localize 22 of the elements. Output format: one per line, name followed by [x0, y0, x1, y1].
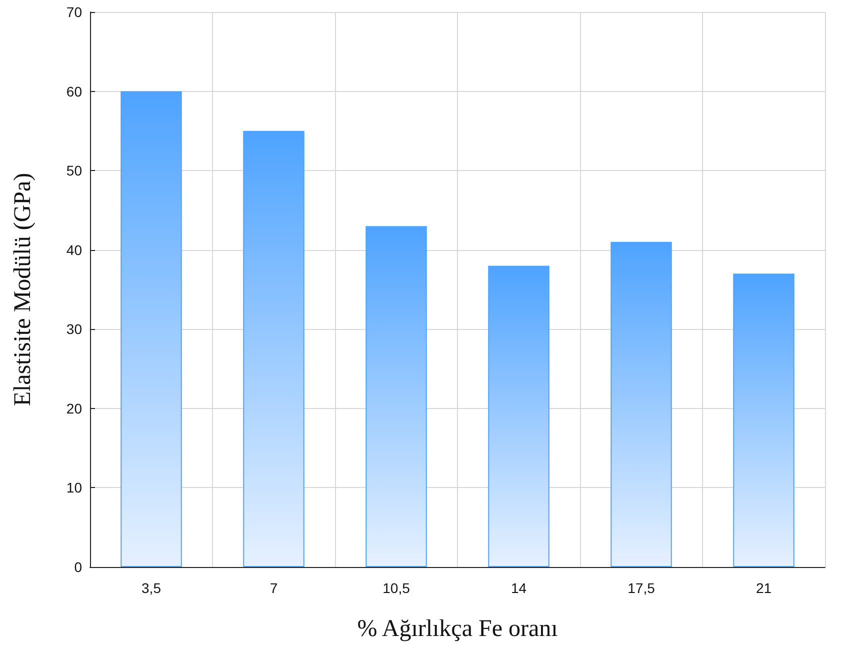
- y-tick-label: 10: [66, 480, 82, 496]
- bar: [120, 91, 182, 567]
- bar: [366, 226, 427, 567]
- y-tick-label: 0: [74, 559, 82, 575]
- x-axis-title: % Ağırlıkça Fe oranı: [357, 616, 558, 642]
- x-tick-label: 21: [756, 580, 772, 596]
- bar: [733, 274, 794, 567]
- y-tick-label: 60: [66, 83, 82, 100]
- x-tick-label: 10,5: [382, 580, 410, 596]
- bar: [610, 242, 672, 567]
- x-tick-label: 17,5: [628, 580, 656, 596]
- y-tick-label: 70: [66, 4, 82, 20]
- x-tick-label: 14: [510, 580, 527, 596]
- bar: [488, 266, 550, 567]
- x-tick-label: 7: [270, 580, 278, 596]
- y-tick-label: 20: [66, 400, 82, 416]
- y-axis-title: Elastisite Modülü (GPa): [10, 172, 36, 406]
- bar: [243, 130, 304, 567]
- y-tick-label: 50: [66, 162, 82, 179]
- y-tick-label: 30: [66, 321, 82, 338]
- x-tick-label: 3,5: [142, 580, 162, 596]
- y-tick-label: 40: [66, 242, 82, 258]
